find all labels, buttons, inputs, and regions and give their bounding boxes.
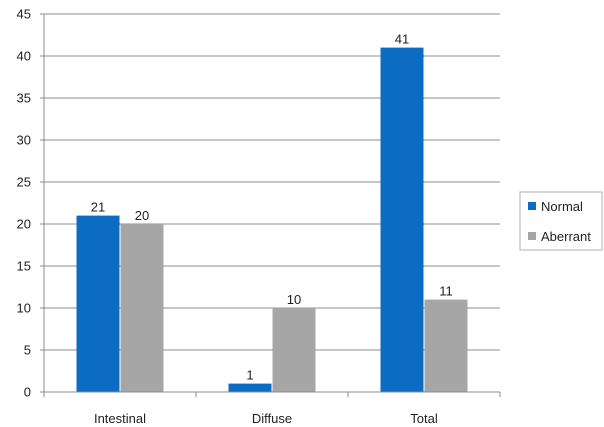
bar-aberrant-intestinal xyxy=(120,224,164,392)
y-tick-label-0: 0 xyxy=(24,385,31,400)
data-label-normal-diffuse: 1 xyxy=(246,368,253,383)
y-tick-label-40: 40 xyxy=(17,49,31,64)
bar-aberrant-total xyxy=(424,299,468,392)
bars xyxy=(76,47,468,392)
y-tick-label-15: 15 xyxy=(17,259,31,274)
axes xyxy=(43,14,501,397)
bar-aberrant-diffuse xyxy=(272,308,316,392)
legend-label-aberrant: Aberrant xyxy=(541,229,591,244)
legend-swatch-aberrant xyxy=(528,232,536,240)
y-tick-label-30: 30 xyxy=(17,133,31,148)
y-tick-label-10: 10 xyxy=(17,301,31,316)
y-tick-label-20: 20 xyxy=(17,217,31,232)
data-label-aberrant-diffuse: 10 xyxy=(287,292,301,307)
y-axis-ticks: 0 5 10 15 20 25 30 35 40 45 xyxy=(17,7,44,400)
x-category-label-intestinal: Intestinal xyxy=(94,411,146,426)
data-labels: 21 20 1 10 41 11 xyxy=(91,32,453,383)
data-label-normal-total: 41 xyxy=(395,32,409,47)
gridlines xyxy=(44,13,500,351)
legend-swatch-normal xyxy=(528,202,536,210)
y-tick-label-25: 25 xyxy=(17,175,31,190)
y-tick-label-45: 45 xyxy=(17,7,31,22)
data-label-aberrant-intestinal: 20 xyxy=(135,208,149,223)
data-label-aberrant-total: 11 xyxy=(439,284,453,299)
x-axis-categories: Intestinal Diffuse Total xyxy=(94,411,438,426)
x-category-label-diffuse: Diffuse xyxy=(252,411,292,426)
data-label-normal-intestinal: 21 xyxy=(91,200,105,215)
legend: Normal Aberrant xyxy=(519,191,603,251)
bar-normal-intestinal xyxy=(76,215,120,392)
bar-normal-total xyxy=(380,47,424,392)
y-tick-label-5: 5 xyxy=(24,343,31,358)
legend-label-normal: Normal xyxy=(541,199,583,214)
legend-box xyxy=(519,191,603,251)
y-tick-label-35: 35 xyxy=(17,91,31,106)
bar-normal-diffuse xyxy=(228,383,272,392)
x-category-label-total: Total xyxy=(410,411,438,426)
